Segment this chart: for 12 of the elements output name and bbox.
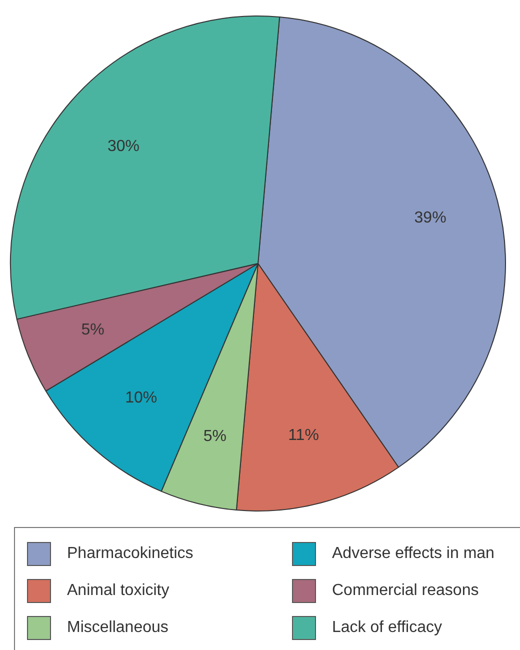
data-label: 30% [107,138,140,155]
data-label: 11% [288,427,319,444]
legend-label: Animal toxicity [67,582,170,600]
legend-label: Adverse effects in man [332,545,494,564]
data-label: 5% [203,428,226,445]
legend-label: Miscellaneous [67,618,168,637]
data-label: 10% [125,389,158,406]
data-label: 5% [81,322,104,339]
legend-label: Pharmacokinetics [67,545,194,564]
data-label: 39% [414,209,446,226]
legend-label: Commercial reasons [332,582,479,600]
legend-label: Lack of efficacy [332,618,442,637]
